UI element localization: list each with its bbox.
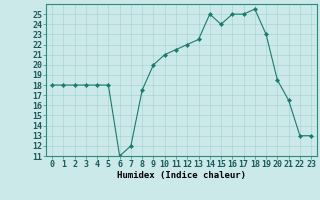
X-axis label: Humidex (Indice chaleur): Humidex (Indice chaleur)	[117, 171, 246, 180]
